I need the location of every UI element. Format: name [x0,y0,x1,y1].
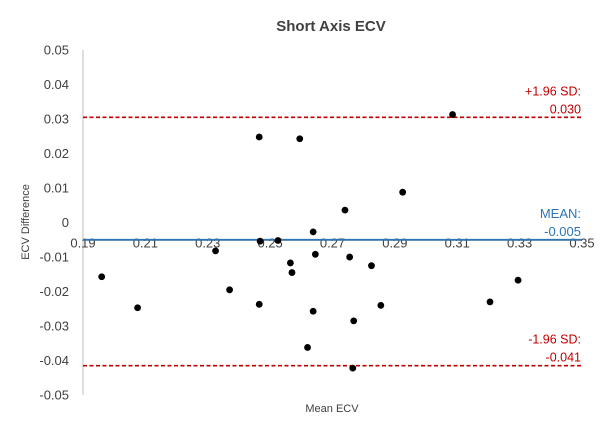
mean-label-title: MEAN: [540,206,581,221]
upper-label-value: 0.030 [550,102,581,116]
x-tick-label: 0.27 [320,236,345,251]
data-point [346,253,354,261]
y-tick-label: 0.02 [44,146,69,161]
x-tick-label: 0.19 [70,236,95,251]
data-point [350,317,358,325]
data-point [449,111,456,118]
y-tick-label: -0.05 [39,388,69,403]
data-point [309,307,317,315]
data-point [309,228,317,236]
x-tick-label: 0.21 [133,236,158,251]
data-point [514,276,522,284]
x-tick-label: 0.31 [445,236,470,251]
data-point [486,298,494,306]
plot-area: 0.05 0.04 0.03 0.02 0.01 0 -0.01 -0.02 -0.03 -0.0… [39,43,594,403]
y-tick-label: -0.04 [39,353,69,368]
lower-label-value: -0.041 [546,351,581,365]
data-point [368,262,375,270]
data-point [226,286,233,294]
data-point [255,133,263,141]
data-point [296,135,304,143]
x-tick-label: 0.29 [382,236,407,251]
data-point [212,247,219,255]
data-point [256,237,264,245]
data-point [341,206,349,214]
x-tick-label: 0.33 [507,236,532,251]
data-point [311,250,319,258]
chart-title: Short Axis ECV [276,18,385,35]
data-point [255,300,263,308]
data-point [134,304,141,312]
y-tick-label: 0 [62,215,69,230]
data-point [286,259,294,267]
data-point [288,269,296,276]
y-tick-label: -0.03 [39,319,69,334]
lower-label-title: -1.96 SD: [528,333,581,347]
data-point [98,273,106,281]
data-point [349,364,357,372]
mean-label-value: -0.005 [544,224,581,239]
data-point [274,237,282,244]
y-tick-label: -0.02 [39,284,69,299]
x-axis-title: Mean ECV [305,403,359,415]
y-tick-label: 0.05 [44,43,69,58]
upper-label-title: +1.96 SD: [525,84,581,98]
y-tick-label: -0.01 [39,250,69,265]
data-point [377,301,385,309]
y-axis-title: ECV Difference [20,184,32,260]
data-point [399,188,407,196]
data-point [304,344,311,351]
y-tick-label: 0.01 [44,181,69,196]
y-tick-label: 0.04 [44,77,69,92]
y-tick-label: 0.03 [44,112,69,127]
